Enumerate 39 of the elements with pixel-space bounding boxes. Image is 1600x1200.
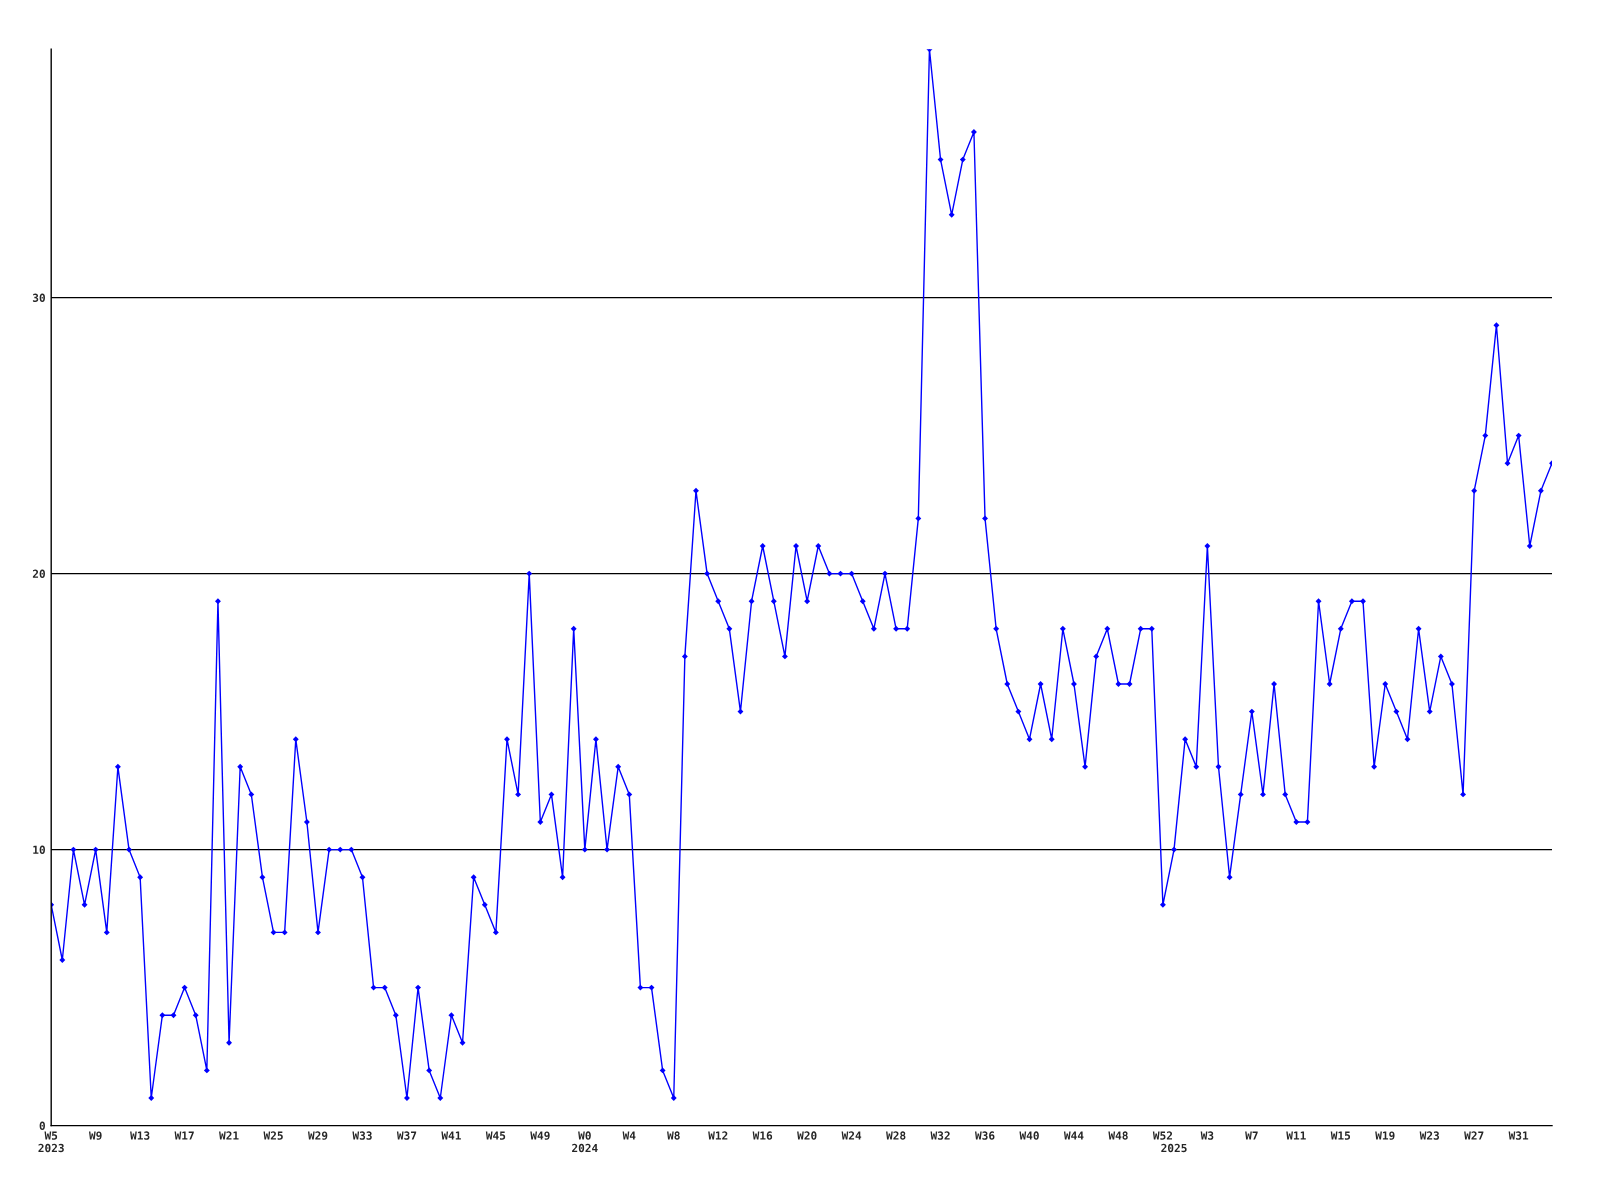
x-tick-label: W11 [1286,1131,1306,1140]
x-tick-label: W5 2023 [38,1131,64,1153]
x-tick-label: W9 [88,1131,102,1140]
x-tick-label: W45 [485,1131,506,1140]
x-tick-label: W19 [1375,1131,1395,1140]
x-tick-label: W13 [130,1131,150,1140]
x-tick-label: W20 [797,1131,817,1140]
x-tick-label: W41 [441,1131,461,1140]
x-tick-label: W24 [841,1131,862,1140]
x-tick-label: W29 [307,1131,328,1140]
x-tick-label: W28 [886,1131,906,1140]
x-tick-label: W12 [708,1131,728,1140]
x-tick-label: W52 [1152,1131,1173,1140]
y-tick-label: 10 [33,845,45,854]
x-tick-label: W36 [975,1131,995,1140]
y-tick-label: 30 [32,293,45,302]
x-tick-label: W37 [396,1131,417,1140]
x-tick-label: W3 [1200,1131,1214,1140]
x-tick-label: W17 [174,1131,194,1140]
x-tick-label: W32 [930,1131,950,1140]
x-tick-label: W25 [263,1131,283,1140]
x-tick-label: W40 [1019,1131,1039,1140]
x-tick-label: W4 [622,1131,636,1140]
x-tick-label: W23 [1419,1131,1440,1140]
x-tick-label: W49 [530,1131,550,1140]
x-tick-label: 2025 [1161,1143,1187,1153]
x-tick-label: W44 [1063,1131,1084,1140]
x-tick-label: W31 [1508,1131,1529,1140]
x-tick-label: W27 [1464,1131,1484,1140]
x-tick-label: W0 2024 [572,1131,598,1153]
x-tick-label: W33 [352,1131,372,1140]
x-tick-label: W8 [667,1131,680,1140]
x-tick-label: W48 [1108,1131,1128,1140]
x-tick-label: W7 [1245,1131,1258,1140]
x-tick-label: W16 [752,1131,773,1140]
y-tick-label: 20 [32,569,45,578]
y-tick-label: 0 [39,1121,45,1130]
x-tick-label: W15 [1330,1131,1351,1140]
x-tick-label: W21 [219,1131,239,1140]
